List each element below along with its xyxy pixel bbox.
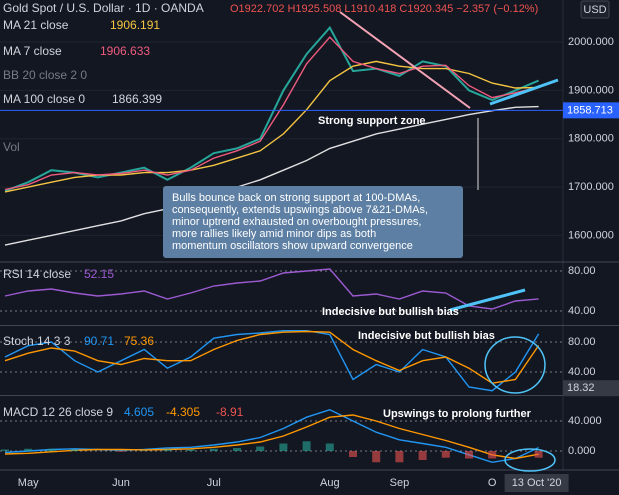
legend-value: 90.71	[84, 334, 114, 348]
annotation: Indecisive but bullish bias	[358, 330, 495, 342]
histogram-bar	[24, 448, 33, 452]
histogram-bar	[233, 448, 241, 452]
histogram-bar	[186, 449, 195, 452]
histogram-bar	[279, 443, 288, 452]
histogram-bar	[418, 451, 427, 461]
legend-value: -8.91	[216, 405, 244, 419]
histogram-bar	[117, 451, 125, 452]
histogram-bar	[372, 451, 381, 463]
highlight-circle	[484, 336, 546, 394]
legend-value: 1906.191	[110, 18, 160, 32]
y-tick-label: 1800.000	[568, 133, 614, 145]
y-tick-label: 1900.000	[568, 84, 614, 96]
legend-value: 1906.633	[100, 44, 150, 58]
legend-name: MA 7 close	[3, 44, 62, 58]
arrow	[449, 288, 526, 312]
currency-box	[580, 0, 610, 19]
series-line	[4, 330, 540, 392]
arrow	[489, 78, 559, 106]
callout-text: consequently, extends upswings above 7&2…	[172, 204, 428, 216]
y-tick-label: 1600.000	[568, 229, 614, 241]
highlight-circle	[504, 448, 556, 472]
histogram-bar	[163, 449, 172, 452]
y-tick-label: 40.00	[568, 366, 596, 378]
series-line	[4, 36, 539, 191]
legend-name: BB 20 close 2 0	[3, 68, 87, 82]
legend-name: RSI 14 close	[3, 267, 71, 281]
currency: USD	[583, 4, 606, 16]
histogram-bar	[209, 448, 218, 452]
y-tick-label: 80.00	[568, 336, 596, 348]
cursor-date: 13 Oct '20	[512, 477, 562, 489]
cursor-label: 18.32	[567, 382, 595, 394]
callout-box	[163, 186, 463, 258]
histogram-bar	[441, 451, 450, 458]
y-tick-label: 80.00	[568, 265, 596, 277]
legend-value: 52.15	[84, 267, 114, 281]
x-tick-label: Jul	[207, 477, 221, 489]
x-tick-label: Sep	[390, 477, 410, 489]
histogram-bar	[1, 449, 9, 452]
legend-value: 4.605	[124, 405, 154, 419]
legend-name: MA 21 close	[3, 18, 69, 32]
legend-name: Stoch 14 3 3	[3, 334, 71, 348]
x-tick-label: May	[18, 477, 39, 489]
callout-text: Bulls bounce back on strong support at 1…	[172, 192, 420, 204]
cursor-label-box	[563, 380, 619, 397]
histogram-bar	[395, 451, 404, 463]
series-line	[4, 25, 539, 192]
histogram-bar	[325, 443, 334, 452]
legend-name: MACD 12 26 close 9	[3, 405, 113, 419]
histogram-bar	[256, 446, 265, 452]
arrow	[339, 11, 471, 109]
legend-name: MA 100 close 0	[3, 92, 85, 106]
ohlc: O1922.702 H1925.508 L1910.418 C1920.345 …	[230, 3, 538, 15]
annotation: Upswings to prolong further	[383, 408, 532, 420]
y-tick-label: 40.000	[568, 415, 602, 427]
histogram-bar	[47, 448, 56, 452]
histogram-bar	[465, 451, 473, 459]
price-label: 1858.713	[567, 104, 613, 116]
legend-name: Vol	[3, 140, 20, 154]
x-tick-label: O	[488, 477, 497, 489]
price-label-box	[563, 102, 619, 119]
y-tick-label: 2000.000	[568, 36, 614, 48]
histogram-bar	[70, 449, 79, 452]
legend-value: 75.36	[124, 334, 154, 348]
series-line	[4, 414, 539, 460]
legend-value: -4.305	[166, 405, 200, 419]
callout-text: momentum oscillators show upward converg…	[172, 240, 413, 252]
cursor-date-box	[504, 474, 569, 492]
series-line	[4, 268, 539, 310]
y-tick-label: 40.00	[568, 305, 596, 317]
histogram-bar	[534, 451, 543, 458]
series-line	[4, 330, 540, 384]
histogram-bar	[302, 441, 311, 452]
callout-text: more rallies likely amid minor dips as b…	[172, 228, 376, 240]
x-tick-label: Jun	[112, 477, 130, 489]
series-line	[4, 105, 539, 246]
annotation: Strong support zone	[318, 115, 426, 127]
x-tick-label: Aug	[320, 477, 340, 489]
chart-title: Gold Spot / U.S. Dollar · 1D · OANDA	[3, 1, 204, 15]
annotation: Indecisive but bullish bias	[322, 306, 459, 318]
y-tick-label: 0.000	[568, 445, 596, 457]
plot	[0, 25, 563, 464]
histogram-bar	[349, 451, 357, 458]
y-tick-label: 1700.000	[568, 181, 614, 193]
legend-value: 1866.399	[112, 92, 162, 106]
callout-text: minor uptrend exhausted on overbought pr…	[172, 216, 422, 228]
histogram-bar	[488, 451, 497, 459]
